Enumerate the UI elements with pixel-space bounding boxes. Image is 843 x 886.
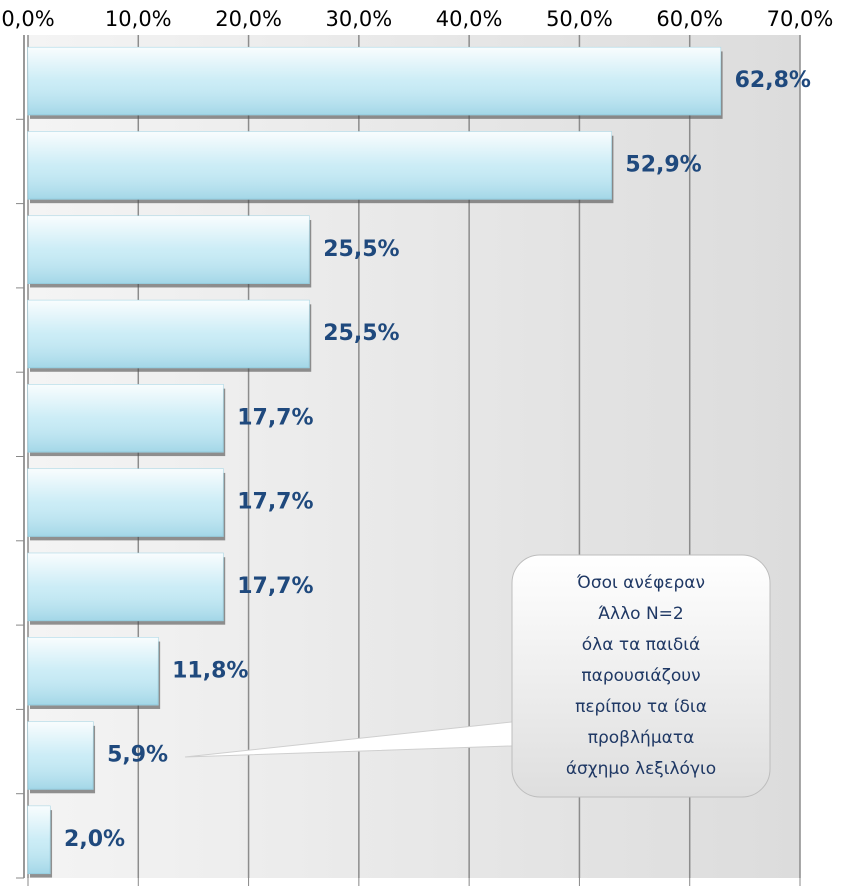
value-label: 2,0% [64,827,125,852]
x-tick-label: 20,0% [215,7,282,31]
bar-highlight [28,131,612,200]
annotation-line: όλα τα παιδιά [582,635,700,655]
bar-highlight [28,47,721,115]
value-label: 17,7% [237,574,313,599]
value-label: 25,5% [323,321,399,346]
x-tick-label: 10,0% [105,7,172,31]
bar-highlight [28,806,51,874]
value-label: 11,8% [172,658,248,683]
value-label: 17,7% [237,490,313,515]
value-label: 52,9% [625,152,701,177]
annotation-line: Όσοι ανέφεραν [576,573,705,593]
annotation-line: παρουσιάζουν [581,666,700,686]
bar-highlight [28,216,310,284]
bar-highlight [28,468,224,537]
value-label: 5,9% [107,743,168,768]
x-tick-label: 60,0% [656,7,723,31]
x-tick-label: 50,0% [546,7,613,31]
x-tick-label: 30,0% [325,7,392,31]
annotation-line: άσχημο λεξιλόγιο [566,759,716,779]
annotation-line: περίπου τα ίδια [575,697,707,717]
x-tick-label: 70,0% [767,7,834,31]
callout-box [511,554,771,798]
bar-highlight [28,384,224,453]
annotation-line: Άλλο Ν=2 [598,604,683,624]
x-tick-label: 0,0% [1,7,54,31]
value-label: 62,8% [735,68,811,93]
value-label: 17,7% [237,405,313,430]
x-tick-label: 40,0% [436,7,503,31]
value-label: 25,5% [323,237,399,262]
bar-highlight [28,300,310,368]
bar-highlight [28,637,159,705]
annotation-line: προβλήματα [588,728,695,748]
bar-highlight [28,721,94,790]
bar-highlight [28,553,224,621]
